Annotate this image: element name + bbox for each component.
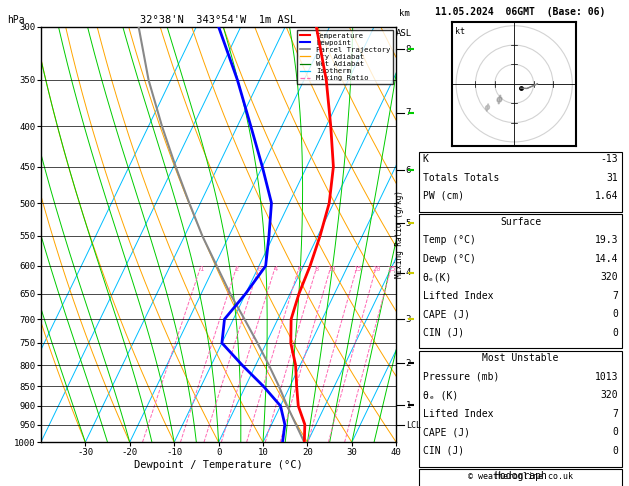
Text: 11.05.2024  06GMT  (Base: 06): 11.05.2024 06GMT (Base: 06) [435,7,606,17]
Text: 1: 1 [199,266,203,272]
Text: 25: 25 [387,266,396,272]
X-axis label: Dewpoint / Temperature (°C): Dewpoint / Temperature (°C) [134,460,303,469]
Text: 8: 8 [315,266,319,272]
Text: Temp (°C): Temp (°C) [423,235,476,245]
Text: 3: 3 [406,314,411,324]
Text: K: K [423,154,429,164]
Text: 0: 0 [612,309,618,319]
Text: Most Unstable: Most Unstable [482,353,559,364]
Text: 31: 31 [606,173,618,183]
Text: 15: 15 [353,266,362,272]
Text: 8: 8 [406,45,411,53]
Text: © weatheronline.co.uk: © weatheronline.co.uk [468,472,573,481]
Text: θₑ(K): θₑ(K) [423,272,452,282]
Text: Hodograph: Hodograph [494,471,547,482]
Text: km: km [399,9,409,18]
Text: CAPE (J): CAPE (J) [423,427,470,437]
Text: 2: 2 [406,359,411,367]
Text: Pressure (mb): Pressure (mb) [423,372,499,382]
Text: CIN (J): CIN (J) [423,328,464,338]
Text: kt: kt [455,27,465,36]
Text: θₑ (K): θₑ (K) [423,390,458,400]
Text: 7: 7 [406,108,411,117]
Text: Lifted Index: Lifted Index [423,409,493,419]
Text: 2: 2 [235,266,239,272]
Text: 320: 320 [601,390,618,400]
Text: 5: 5 [406,219,411,227]
Text: 0: 0 [612,427,618,437]
Bar [418,351,623,467]
Text: CAPE (J): CAPE (J) [423,309,470,319]
Text: 0: 0 [612,446,618,456]
Text: Mixing Ratio (g/kg): Mixing Ratio (g/kg) [395,191,404,278]
Text: Surface: Surface [500,217,541,227]
Text: 4: 4 [406,268,411,278]
Text: Lifted Index: Lifted Index [423,291,493,301]
Text: 3: 3 [257,266,261,272]
Legend: Temperature, Dewpoint, Parcel Trajectory, Dry Adiabat, Wet Adiabat, Isotherm, Mi: Temperature, Dewpoint, Parcel Trajectory… [298,30,392,84]
Text: 7: 7 [612,409,618,419]
Text: 19.3: 19.3 [594,235,618,245]
Text: 6: 6 [298,266,302,272]
Text: 6: 6 [406,166,411,175]
Text: 0: 0 [612,328,618,338]
Text: PW (cm): PW (cm) [423,191,464,201]
Bar [418,214,623,348]
Text: CIN (J): CIN (J) [423,446,464,456]
Text: 14.4: 14.4 [594,254,618,264]
Text: 1013: 1013 [594,372,618,382]
Text: hPa: hPa [7,15,25,25]
Bar [418,152,623,212]
Text: 4: 4 [274,266,277,272]
Text: 10: 10 [327,266,335,272]
Text: 1.64: 1.64 [594,191,618,201]
Text: Totals Totals: Totals Totals [423,173,499,183]
Text: LCL: LCL [406,421,421,430]
Text: ASL: ASL [396,29,412,38]
Text: Dewp (°C): Dewp (°C) [423,254,476,264]
Title: 32°38'N  343°54'W  1m ASL: 32°38'N 343°54'W 1m ASL [140,15,297,25]
Text: 320: 320 [601,272,618,282]
Text: 7: 7 [612,291,618,301]
Text: 1: 1 [406,400,411,410]
Text: 20: 20 [372,266,381,272]
Text: -13: -13 [601,154,618,164]
Bar [418,469,623,486]
